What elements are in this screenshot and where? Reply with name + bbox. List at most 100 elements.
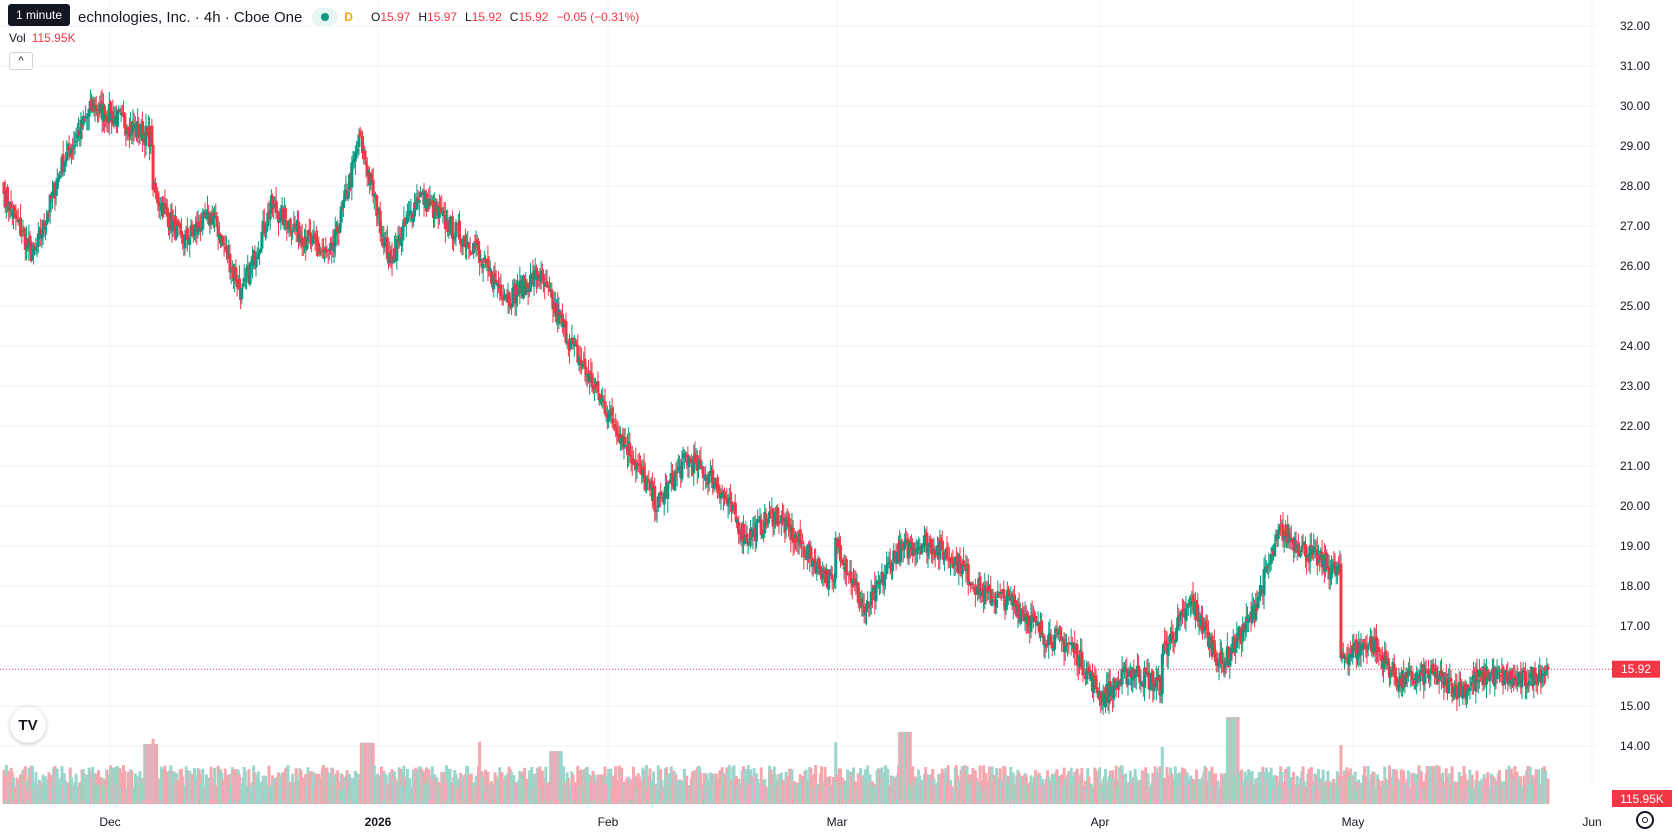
candle-body <box>591 385 595 391</box>
candle-body <box>418 192 422 198</box>
candle-body <box>151 144 155 190</box>
candle-body <box>598 395 602 403</box>
candle-body <box>539 270 543 283</box>
candle-body <box>215 215 219 228</box>
candle-body <box>771 507 775 527</box>
candle-body <box>204 211 208 219</box>
candle-body <box>584 367 588 375</box>
candle-body <box>1288 533 1292 542</box>
candle-body <box>588 373 592 383</box>
delayed-flag[interactable]: D <box>344 10 353 24</box>
candle-body <box>773 511 777 524</box>
candle-body <box>830 574 834 580</box>
candle-body <box>1532 667 1536 686</box>
candle-body <box>715 482 719 489</box>
candle-body <box>395 238 399 261</box>
settings-gear-icon[interactable] <box>1636 811 1654 829</box>
price-tick-label: 14.00 <box>1620 739 1650 753</box>
candle-body <box>971 584 975 586</box>
candle-body <box>714 479 718 484</box>
candle-body <box>1055 629 1059 632</box>
candle-body <box>736 519 740 524</box>
candle-body <box>1415 672 1419 683</box>
candle-body <box>46 213 50 222</box>
candle-body <box>260 231 264 249</box>
candle-body <box>323 248 327 254</box>
candle-body <box>1127 672 1131 677</box>
candle-body <box>1002 589 1006 599</box>
candle-body <box>1535 683 1539 685</box>
candle-body <box>1454 684 1458 687</box>
candle-body <box>1036 621 1040 625</box>
low-key: L <box>465 10 472 24</box>
candle-body <box>64 160 68 163</box>
candle-body <box>1418 670 1422 682</box>
candle-body <box>326 249 330 252</box>
candle-body <box>786 518 790 528</box>
candle-body <box>450 216 454 239</box>
candle-body <box>342 199 346 208</box>
candle-body <box>105 116 109 122</box>
candle-body <box>1125 668 1129 685</box>
candle-body <box>1397 681 1401 691</box>
candle-body <box>140 121 144 142</box>
candle-body <box>413 202 417 217</box>
candle-body <box>1173 639 1177 644</box>
candle-body <box>827 569 831 590</box>
price-tick-label: 24.00 <box>1620 339 1650 353</box>
candle-body <box>376 216 380 219</box>
candle-body <box>1529 667 1533 671</box>
volume-label: Vol <box>9 31 26 45</box>
candle-body <box>1403 686 1407 688</box>
candle-body <box>1524 670 1528 686</box>
candle-body <box>741 523 745 543</box>
collapse-legend-button[interactable]: ^ <box>9 52 33 70</box>
volume-legend[interactable]: Vol 115.95K <box>9 31 76 45</box>
tradingview-logo[interactable]: TV <box>10 707 46 743</box>
candle-body <box>447 234 451 236</box>
candle-body <box>364 160 368 166</box>
candle-body <box>847 572 851 575</box>
volume-bar <box>130 770 134 804</box>
candle-body <box>970 582 974 584</box>
candle-body <box>1513 675 1517 679</box>
candle-body <box>960 563 964 575</box>
candle-body <box>1176 617 1180 631</box>
candle-body <box>723 492 727 498</box>
candle-body <box>1059 628 1063 636</box>
candle-body <box>471 253 475 255</box>
candle-body <box>1118 680 1122 686</box>
candle-body <box>1389 669 1393 677</box>
volume-bar <box>1419 771 1423 804</box>
candle-body <box>479 259 483 261</box>
price-tick-label: 31.00 <box>1620 59 1650 73</box>
price-tick-label: 18.00 <box>1620 579 1650 593</box>
candle-body <box>1049 634 1053 644</box>
volume-bar <box>155 744 159 804</box>
candle-body <box>862 606 866 614</box>
candle-body <box>791 527 795 544</box>
volume-bar <box>523 767 527 804</box>
candle-body <box>895 551 899 564</box>
candle-body <box>846 574 850 576</box>
volume-bar <box>281 772 285 804</box>
candle-body <box>284 208 288 220</box>
candle-body <box>1267 563 1271 566</box>
candle-body <box>359 133 363 135</box>
candle-body <box>927 542 931 547</box>
candle-body <box>1305 555 1309 561</box>
candle-body <box>812 558 816 562</box>
market-status-indicator[interactable] <box>312 8 339 26</box>
candle-body <box>298 234 302 244</box>
candle-body <box>995 599 999 608</box>
symbol-title[interactable]: echnologies, Inc. · 4h · Cboe One <box>78 8 303 26</box>
candle-body <box>562 321 566 328</box>
candle-body <box>1161 644 1165 655</box>
candle-body <box>756 519 760 522</box>
candle-body <box>481 263 485 269</box>
candle-body <box>461 238 465 247</box>
candle-body <box>952 564 956 567</box>
candle-body <box>226 245 230 259</box>
candle-body <box>1154 677 1158 688</box>
